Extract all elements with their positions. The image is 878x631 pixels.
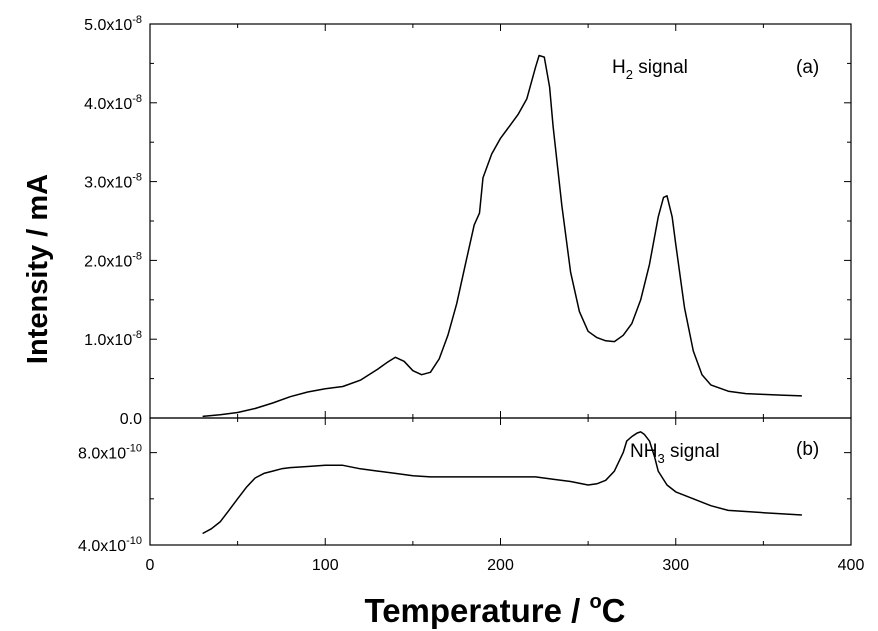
x-tick-label: 400 [838,557,865,574]
plot-frame [149,417,852,546]
panel-a: 0.0 1.0x10-8 2.0x10-8 3.0x10-8 4.0x10-8 5.0x1… [84,14,852,428]
series-annotation: NH3 signal [630,441,720,466]
y-tick-label: 3.0x10-8 [84,172,142,192]
series-line [202,431,802,535]
y-tick-label: 1.0x10-8 [84,329,142,349]
y-tick-label: 4.0x10-8 [84,93,142,113]
y-tick-label: 2.0x10-8 [84,250,142,270]
y-tick-label: 4.0x10-10 [78,535,142,555]
y-tick-label: 8.0x10-10 [78,443,142,463]
panel-label: (a) [796,57,819,78]
y-tick-label: 5.0x10-8 [84,14,142,34]
x-tick-label: 300 [662,557,689,574]
x-tick-label: 100 [312,557,339,574]
x-tick-label: 200 [487,557,514,574]
series-line [202,54,802,418]
plot-frame [149,23,852,419]
x-axis-title: Temperature / oC [364,591,625,629]
y-tick-label: 0.0 [120,411,142,428]
series-annotation: H2 signal [612,57,688,82]
y-axis-title: Intensity / mA [22,174,54,364]
x-tick-label: 0 [146,557,155,574]
panel-b: 4.0x10-10 8.0x10-10 (b) NH3 signal [78,417,852,555]
x-axis-ticks: 0 100 200 300 400 [146,557,865,574]
panel-label: (b) [796,439,819,460]
